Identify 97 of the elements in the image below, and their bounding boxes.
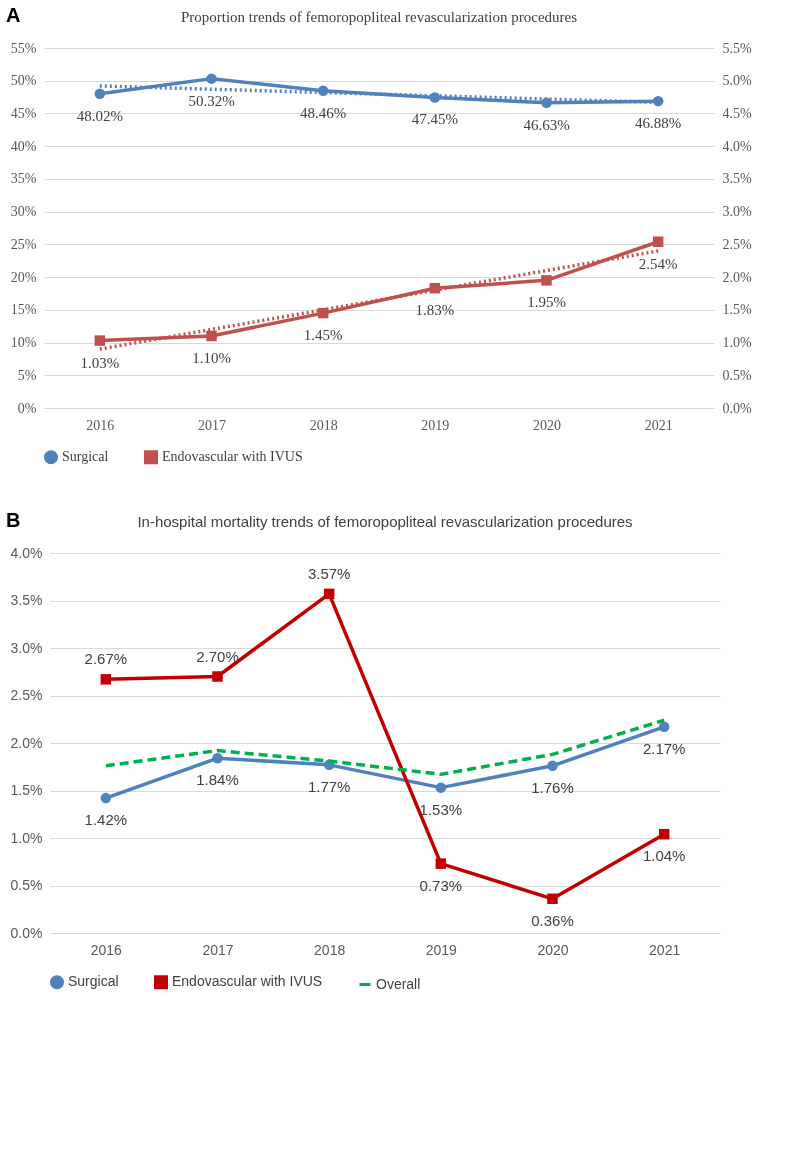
point [94,88,106,99]
point [435,782,447,793]
y-tick-label: 10% [10,335,37,351]
x-tick-label: 2021 [649,941,681,958]
y2-tick-label: 0.5% [722,367,752,383]
y-tick-label: 2.0% [10,734,43,751]
data-label: 50.32% [188,92,235,109]
y-tick-label: 3.5% [10,592,43,608]
y-tick-label: 35% [10,171,37,187]
data-label: 1.83% [415,302,455,319]
point [541,97,552,109]
point [323,588,335,600]
legend-label: Surgical [62,449,109,465]
chart-title: Proportion trends of femoropopliteal revascularization procedures [180,9,578,25]
legend-label: Surgical [68,973,119,990]
x-tick-label: 2020 [533,417,561,433]
y2-tick-label: 2.0% [722,269,752,285]
y-tick-label: 3.0% [10,639,43,656]
x-tick-label: 2021 [644,417,673,433]
chart-title: In-hospital mortality trends of femoropopliteal revascularization procedures [137,513,633,530]
legend-label: Endovascular with IVUS [162,449,303,465]
point [658,828,670,840]
x-tick-label: 2019 [425,941,458,958]
data-label: 1.77% [307,777,351,795]
legend-label: Endovascular with IVUS [172,973,323,990]
point [541,275,552,286]
data-label: 1.03% [80,354,120,371]
x-tick-label: 2017 [202,941,234,958]
point [435,858,447,869]
point [547,760,558,772]
x-tick-label: 2018 [314,941,346,958]
point [212,752,223,764]
y2-tick-label: 1.5% [722,302,752,318]
data-label: 1.04% [642,847,686,865]
data-label: 2.67% [84,650,128,668]
y-tick-label: 2.5% [10,687,43,703]
text: A [6,4,21,27]
data-label: 1.53% [419,800,463,818]
point [100,792,112,804]
data-label: 48.46% [300,104,347,121]
point [652,236,664,247]
legend-label: Overall [376,975,421,992]
point [547,893,558,905]
y2-tick-label: 4.5% [722,105,752,121]
y-tick-label: 0.0% [10,924,43,941]
data-label: 3.57% [307,564,351,582]
data-label: 46.88% [635,115,682,132]
y-tick-label: 0.5% [10,877,43,893]
data-label: 46.63% [523,116,570,133]
y2-tick-label: 3.0% [722,204,752,220]
y-tick-label: 40% [10,138,37,154]
y-tick-label: 5% [17,367,37,383]
data-label: 1.76% [531,778,574,796]
data-label: 1.95% [527,294,566,311]
y2-tick-label: 2.5% [722,236,752,252]
y-tick-label: 50% [10,73,37,89]
data-label: 2.54% [638,255,678,272]
y-tick-label: 0% [17,400,37,416]
point [100,674,112,685]
data-label: 1.45% [303,327,343,344]
y-tick-label: 25% [10,236,37,252]
point [206,73,217,84]
y2-tick-label: 5.5% [722,40,752,56]
data-label: 2.17% [642,739,686,757]
y-tick-label: 1.5% [10,782,43,798]
x-tick-label: 2016 [90,941,123,958]
y-tick-label: 20% [10,269,37,285]
data-label: 1.42% [84,811,128,829]
data-label: 1.10% [192,350,231,366]
x-tick-label: 2020 [537,941,569,958]
y-tick-label: 1.0% [10,829,43,846]
y-tick-label: 4.0% [10,544,43,561]
data-label: 1.84% [196,771,239,789]
data-label: 48.02% [76,107,123,124]
data-label: 0.73% [419,876,463,894]
y-tick-label: 55% [10,40,37,56]
point [212,671,223,682]
y-tick-label: 30% [10,204,37,220]
point [206,330,217,342]
text: B [6,509,21,532]
point [658,721,670,733]
point [94,335,106,346]
x-tick-label: 2017 [198,417,226,433]
y-tick-label: 45% [10,105,37,121]
x-tick-label: 2016 [86,417,115,433]
y2-tick-label: 3.5% [722,171,752,187]
x-tick-label: 2019 [421,417,450,433]
data-label: 0.36% [531,911,574,929]
y2-tick-label: 5.0% [722,73,752,89]
y-tick-label: 15% [10,302,37,318]
y2-tick-label: 0.0% [722,400,752,416]
y2-tick-label: 1.0% [722,335,752,351]
data-label: 2.70% [196,647,239,665]
data-label: 47.45% [411,111,458,128]
point [652,95,664,107]
x-tick-label: 2018 [309,417,338,433]
y2-tick-label: 4.0% [722,138,752,154]
